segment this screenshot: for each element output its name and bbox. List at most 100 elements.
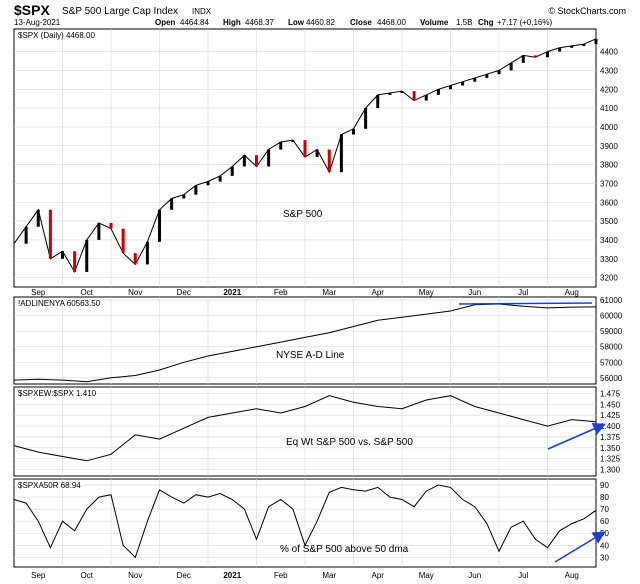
candle: [424, 94, 428, 101]
header-exchange: INDX: [192, 7, 212, 16]
candle: [497, 70, 501, 75]
legend-pct-50dma: $SPXA50R 68.94: [18, 481, 81, 490]
y-tick-label: 3200: [600, 274, 618, 283]
y-tick-label: 3700: [600, 179, 618, 188]
x-tick-label: Mar: [322, 288, 336, 297]
candle: [61, 251, 64, 259]
y-tick-label: 1.350: [600, 444, 621, 453]
y-tick-label: 1.400: [600, 422, 621, 431]
candle: [158, 209, 161, 242]
y-tick-label: 4200: [600, 85, 618, 94]
y-tick-label: 30: [600, 553, 609, 562]
y-tick-label: 80: [600, 493, 609, 502]
x-tick-label: Oct: [81, 288, 94, 297]
candle: [145, 241, 149, 265]
candle: [570, 45, 574, 48]
candle: [303, 140, 307, 158]
pct-50dma-series-line: [13, 484, 597, 559]
candle: [279, 141, 283, 150]
x-tick-label: Jul: [518, 288, 528, 297]
candle: [364, 108, 368, 129]
candle: [73, 251, 77, 272]
ew-ratio-arrow: [547, 422, 606, 450]
candle: [48, 209, 52, 259]
candle: [449, 85, 452, 90]
candle: [315, 149, 319, 158]
x-tick-label: Sep: [31, 571, 46, 580]
legend-spx: $SPX (Daily) 4468.00: [18, 31, 95, 40]
x-tick-label: Jun: [468, 571, 481, 580]
candle: [109, 222, 113, 229]
candle: [521, 55, 525, 63]
x-tick-label: 2021: [223, 571, 241, 580]
x-tick-label: May: [419, 288, 434, 297]
open-label: Open: [155, 18, 176, 27]
x-tick-label: Sep: [31, 288, 46, 297]
header-name: S&P 500 Large Cap Index: [62, 6, 178, 17]
candle: [558, 47, 562, 52]
header-watermark: © StockCharts.com: [548, 6, 626, 16]
candle: [412, 91, 416, 101]
y-tick-label: 1.300: [600, 465, 621, 474]
candle: [546, 51, 549, 58]
y-tick-label: 1.475: [600, 390, 621, 399]
header-date: 13-Aug-2021: [14, 18, 61, 27]
candle: [85, 239, 89, 272]
candle: [473, 77, 477, 82]
x-tick-label: 2021: [223, 288, 241, 297]
candle: [509, 62, 513, 71]
candle: [388, 93, 392, 95]
y-tick-label: 40: [600, 541, 609, 550]
x-tick-label: Feb: [274, 571, 288, 580]
legend-adline: !ADLINENYA 60563.50: [18, 299, 101, 308]
y-tick-label: 3500: [600, 217, 618, 226]
low-label: Low: [288, 18, 305, 27]
candle: [97, 222, 101, 240]
x-tick-label: Dec: [177, 288, 191, 297]
candle: [339, 134, 343, 173]
x-tick-label: Apr: [372, 288, 385, 297]
candle: [194, 185, 198, 195]
close-value: 4468.00: [377, 18, 406, 27]
annotation-spx: S&P 500: [283, 209, 323, 220]
candle: [121, 228, 125, 254]
y-tick-label: 59000: [600, 327, 623, 336]
x-tick-label: Jul: [518, 571, 528, 580]
y-tick-label: 3400: [600, 236, 618, 245]
x-tick-label: Nov: [128, 288, 142, 297]
y-tick-label: 60000: [600, 312, 623, 321]
candle: [352, 128, 355, 135]
header-symbol: $SPX: [14, 2, 50, 18]
y-tick-label: 4400: [600, 48, 618, 57]
x-tick-label: Mar: [322, 571, 336, 580]
y-tick-label: 90: [600, 481, 609, 490]
y-tick-label: 1.425: [600, 411, 621, 420]
chg-label: Chg: [478, 18, 494, 27]
annotation-adline: NYSE A-D Line: [276, 350, 345, 361]
candle: [291, 140, 295, 142]
chg-value: +7.17 (+0.16%): [497, 18, 552, 27]
x-axis-lower: Sep Oct Nov Dec 2021 Feb Mar Apr May Jun Jul Aug: [31, 571, 579, 580]
x-tick-label: May: [419, 571, 434, 580]
y-tick-label: 4000: [600, 123, 618, 132]
y-tick-label: 1.450: [600, 400, 621, 409]
candle: [582, 44, 586, 46]
close-label: Close: [350, 18, 372, 27]
high-label: High: [223, 18, 241, 27]
y-tick-label: 3800: [600, 161, 618, 170]
y-tick-label: 57000: [600, 358, 623, 367]
candle: [218, 175, 222, 182]
candle: [230, 166, 234, 176]
annotation-ew-ratio: Eq Wt S&P 500 vs. S&P 500: [286, 437, 413, 448]
x-tick-label: Dec: [177, 571, 191, 580]
candle: [594, 38, 598, 45]
y-tick-label: 70: [600, 505, 609, 514]
x-tick-label: Nov: [128, 571, 142, 580]
candle: [242, 155, 246, 167]
candle: [461, 81, 465, 86]
adline-resistance-line: [458, 302, 593, 305]
y-tick-label: 3300: [600, 255, 618, 264]
candle: [255, 155, 258, 167]
x-tick-label: Oct: [81, 571, 94, 580]
